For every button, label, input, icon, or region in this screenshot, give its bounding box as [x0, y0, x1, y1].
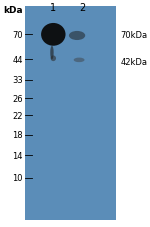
FancyBboxPatch shape — [26, 7, 116, 220]
Text: 1: 1 — [50, 3, 56, 13]
Ellipse shape — [74, 58, 85, 63]
Text: 42kDa: 42kDa — [121, 57, 148, 67]
Text: 44: 44 — [12, 56, 23, 65]
Text: 26: 26 — [12, 94, 23, 103]
Text: 33: 33 — [12, 76, 23, 85]
Ellipse shape — [41, 24, 66, 47]
Text: kDa: kDa — [3, 6, 23, 15]
Ellipse shape — [69, 32, 85, 41]
Ellipse shape — [51, 56, 56, 62]
Text: 2: 2 — [79, 3, 86, 13]
Text: 70kDa: 70kDa — [121, 31, 148, 40]
Text: 14: 14 — [12, 151, 23, 160]
Text: 70: 70 — [12, 31, 23, 40]
Text: 22: 22 — [12, 111, 23, 120]
Text: 10: 10 — [12, 174, 23, 183]
Ellipse shape — [50, 47, 54, 60]
Text: 18: 18 — [12, 131, 23, 140]
